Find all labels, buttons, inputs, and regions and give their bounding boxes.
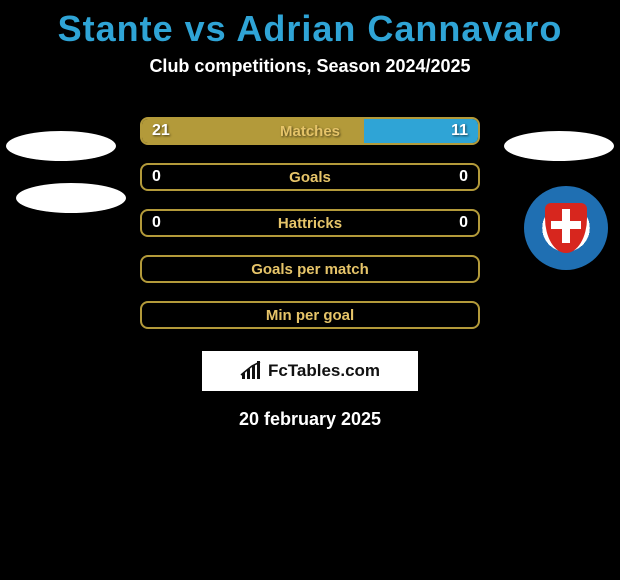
player-right-badge-1	[504, 131, 614, 161]
brand-logo: FcTables.com	[202, 351, 418, 391]
page-title: Stante vs Adrian Cannavaro	[0, 8, 620, 50]
stat-value-left: 0	[152, 211, 161, 235]
shield-icon	[545, 203, 587, 253]
stat-row: Goals per match	[140, 255, 480, 283]
stat-row: 21 11 Matches	[140, 117, 480, 145]
player-right-club-badge-novara	[524, 186, 608, 270]
date-text: 20 february 2025	[0, 409, 620, 430]
stat-label: Matches	[280, 123, 340, 140]
stat-value-right: 11	[451, 119, 468, 143]
comparison-infographic: Stante vs Adrian Cannavaro Club competit…	[0, 8, 620, 580]
stat-row: 0 0 Hattricks	[140, 209, 480, 237]
stat-value-left: 21	[152, 119, 170, 143]
subtitle: Club competitions, Season 2024/2025	[0, 56, 620, 77]
bar-chart-icon	[240, 361, 262, 381]
brand-text: FcTables.com	[268, 361, 380, 381]
stat-row: 0 0 Goals	[140, 163, 480, 191]
stat-label: Goals per match	[251, 261, 369, 278]
stat-label: Goals	[289, 169, 331, 186]
stat-label: Hattricks	[278, 215, 342, 232]
stat-row: Min per goal	[140, 301, 480, 329]
stat-value-right: 0	[459, 165, 468, 189]
stat-value-left: 0	[152, 165, 161, 189]
player-left-badge-1	[6, 131, 116, 161]
stat-value-right: 0	[459, 211, 468, 235]
player-left-badge-2	[16, 183, 126, 213]
stat-label: Min per goal	[266, 307, 354, 324]
